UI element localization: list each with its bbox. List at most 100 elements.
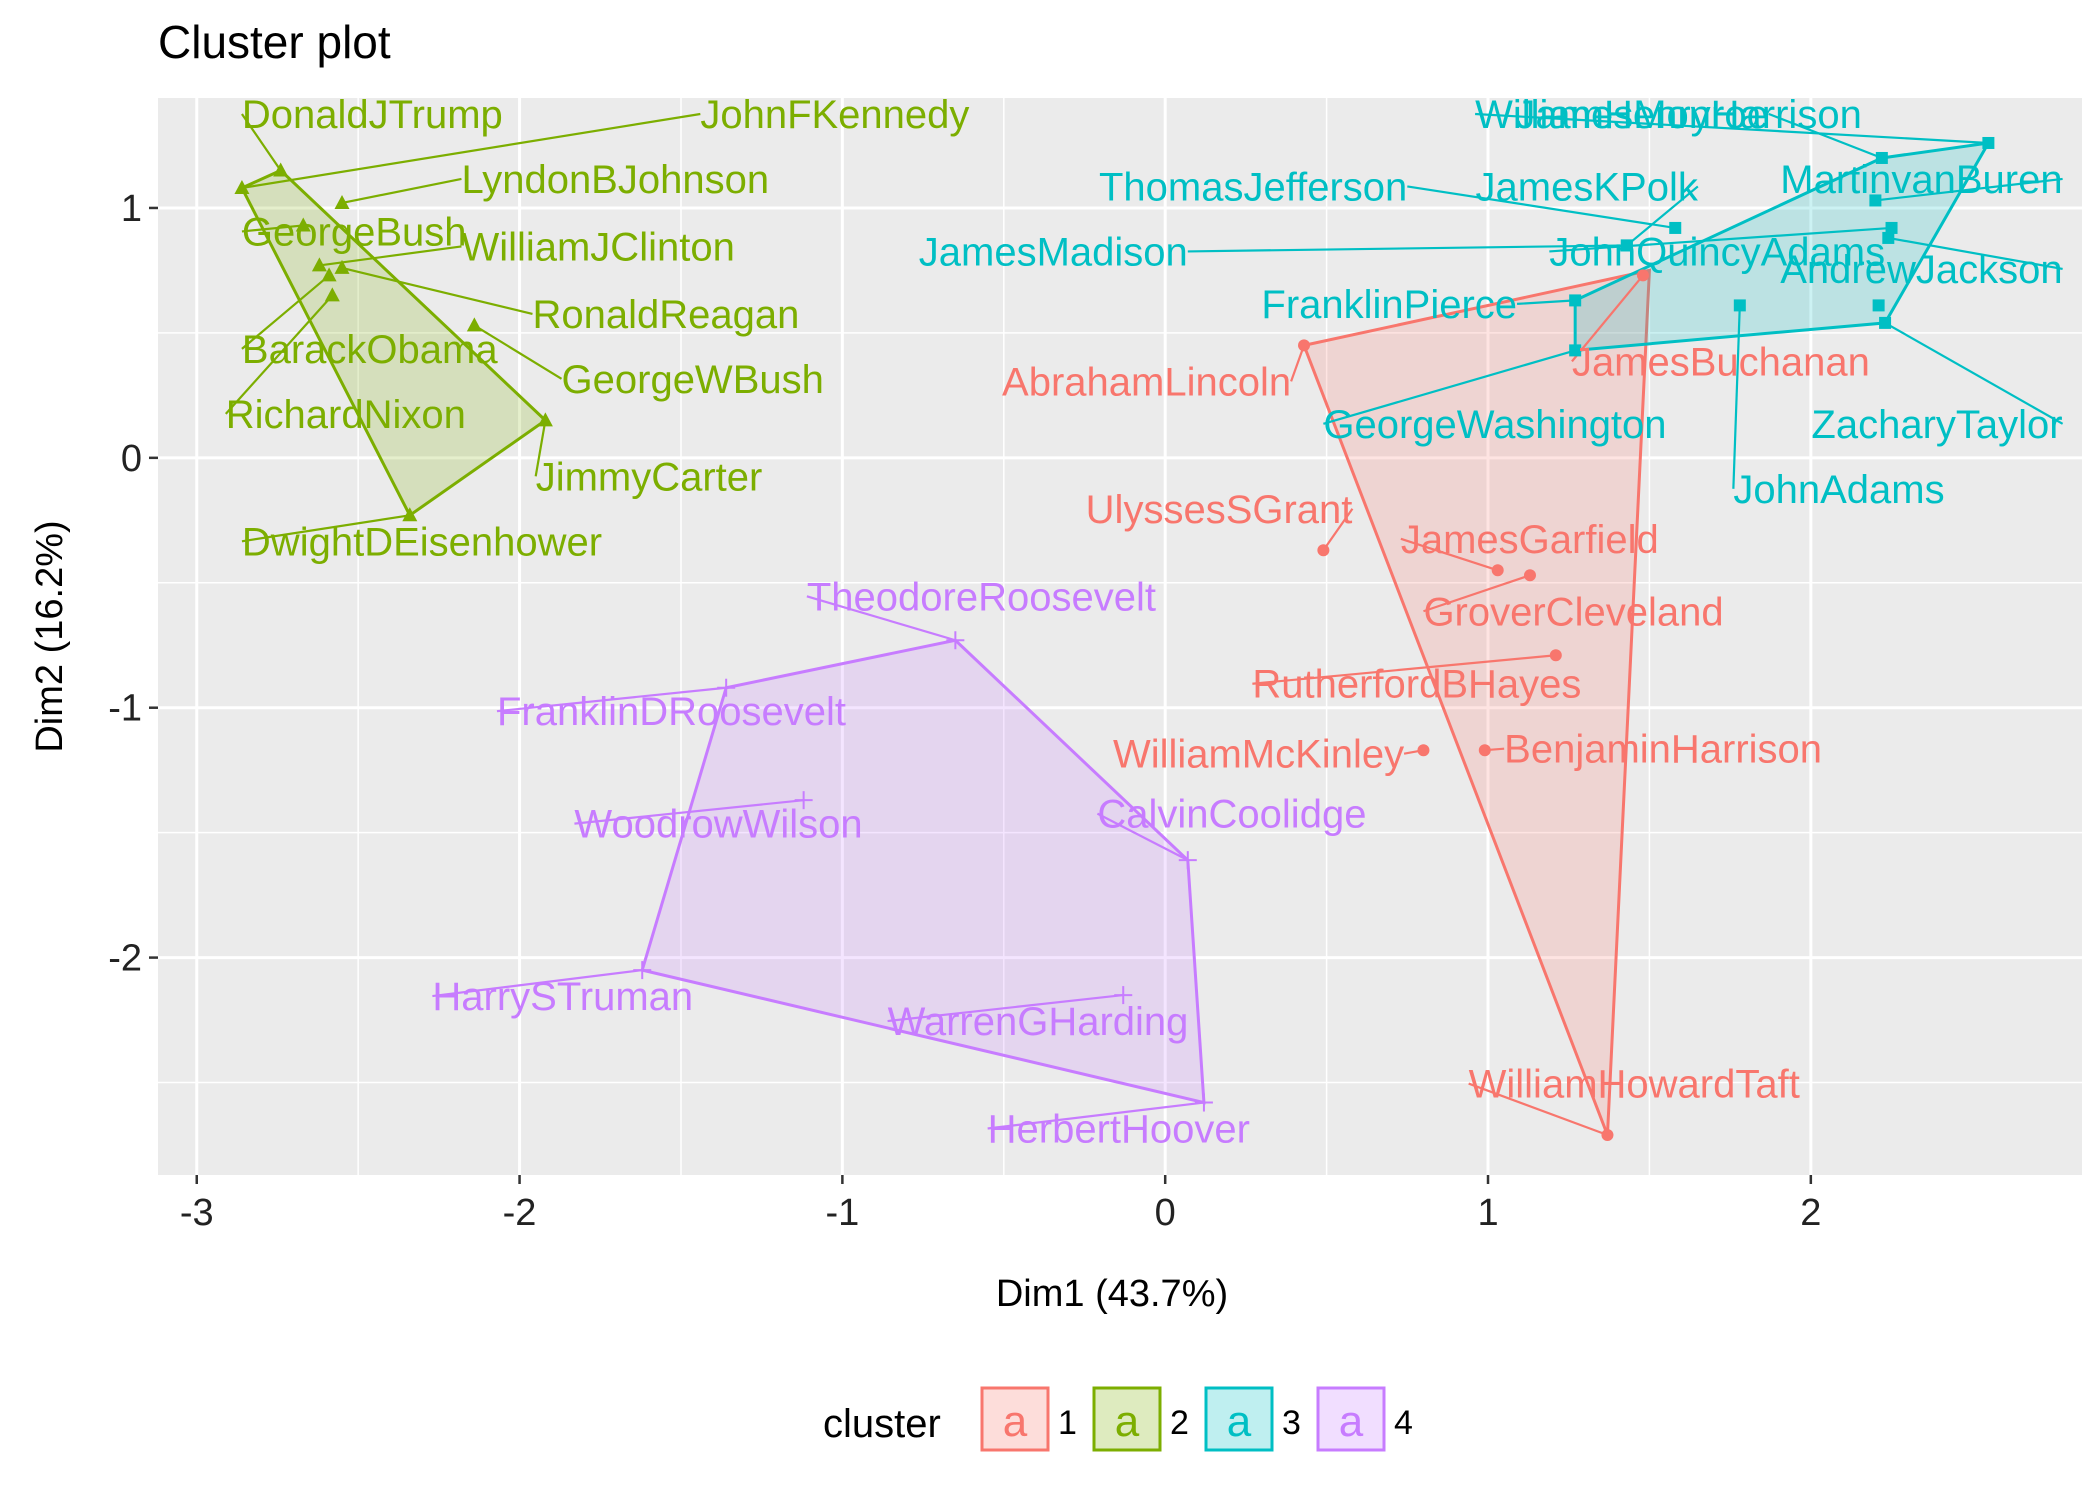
label-JohnQuincyAdams: JohnQuincyAdams (1549, 230, 1885, 274)
x-tick-label: -3 (180, 1192, 214, 1234)
leader-line (1888, 236, 2063, 270)
point-CalvinCoolidge (1178, 851, 1197, 870)
leader-line (241, 224, 304, 233)
x-tick-label: -2 (503, 1192, 537, 1234)
label-WilliamMcKinley: WilliamMcKinley (1113, 733, 1404, 777)
point-JohnQuincyAdams (1885, 221, 1898, 234)
leader-line (1322, 508, 1354, 551)
leader-line (1400, 537, 1499, 572)
point-GroverCleveland (1523, 569, 1536, 582)
label-WilliamJClinton: WilliamJClinton (461, 225, 734, 269)
x-tick-label: -1 (825, 1192, 859, 1234)
leader-line (1517, 299, 1576, 305)
label-DwightDEisenhower: DwightDEisenhower (242, 520, 602, 564)
point-GeorgeWBush (466, 317, 482, 332)
point-BarackObama (321, 267, 337, 282)
legend-label-2: 2 (1170, 1404, 1189, 1442)
y-tick-label: 0 (121, 438, 142, 480)
leader-line (473, 324, 563, 380)
leader-line (1468, 1082, 1608, 1137)
leader-line (1884, 321, 2064, 425)
point-JohnFKennedy (234, 179, 250, 194)
point-labels: DonaldJTrump JohnFKennedy LyndonBJohnson Ge… (226, 93, 2063, 1152)
leader-line (341, 266, 533, 315)
data-points (234, 136, 1995, 1142)
cluster-hulls (239, 141, 1992, 1136)
point-RichardNixon (324, 287, 340, 302)
y-tick-label: -2 (108, 938, 142, 980)
label-WoodrowWilson: WoodrowWilson (574, 803, 862, 847)
leader-line (432, 969, 643, 998)
point-UlyssesSGrant (1317, 544, 1330, 557)
legend-key-1 (980, 1386, 1050, 1452)
point-FranklinPierce (1569, 294, 1582, 307)
label-leader-lines (224, 112, 2064, 1137)
leader-line (1323, 349, 1576, 425)
point-WilliamMcKinley (1417, 744, 1430, 757)
leader-line (341, 177, 462, 205)
point-LyndonBJohnson (334, 194, 350, 209)
label-JamesKPolk: JamesKPolk (1476, 165, 1699, 209)
leader-line (1732, 305, 1741, 489)
point-MartinvanBuren (1869, 194, 1882, 207)
label-LyndonBJohnson: LyndonBJohnson (461, 158, 769, 202)
point-DwightDEisenhower (402, 507, 418, 522)
label-FranklinPierce: FranklinPierce (1261, 283, 1517, 327)
leader-line (1571, 274, 1644, 363)
point-JohnAdams (1733, 299, 1746, 312)
leader-line (1290, 345, 1306, 382)
label-GroverCleveland: GroverCleveland (1423, 590, 1723, 634)
legend-label-4: 4 (1394, 1404, 1413, 1442)
cluster-4-hull (640, 638, 1206, 1105)
label-RonaldReagan: RonaldReagan (532, 293, 799, 337)
axes: -3 -2 -1 0 1 2 -2 -1 0 1 (108, 188, 1821, 1234)
label-GeorgeWashington: GeorgeWashington (1323, 403, 1666, 447)
leader-line (887, 993, 1124, 1023)
point-WarrenGHarding (1114, 986, 1133, 1005)
label-JohnAdams: JohnAdams (1733, 468, 1944, 512)
leader-line (241, 113, 282, 172)
point-AbrahamLincoln (1298, 339, 1311, 352)
leader-line (241, 514, 410, 543)
point-WilliamHenryHarrison (1982, 136, 1995, 149)
leader-line (1549, 226, 1892, 253)
legend-glyph: a (1227, 1397, 1252, 1446)
leader-line (241, 274, 330, 350)
y-axis-label: Dim2 (16.2%) (29, 520, 71, 752)
point-ZacharyTaylor (1872, 299, 1885, 312)
label-GeorgeWBush: GeorgeWBush (562, 358, 824, 402)
label-ZacharyTaylor: ZacharyTaylor (1811, 403, 2062, 447)
point-FranklinDRoosevelt (717, 678, 736, 697)
leader-line (1475, 112, 1989, 145)
point-RonaldReagan (334, 259, 350, 274)
label-AbrahamLincoln: AbrahamLincoln (1002, 360, 1291, 404)
label-JohnFKennedy: JohnFKennedy (700, 93, 969, 137)
point-JamesMadison (1620, 239, 1633, 252)
cluster-3-hull (1573, 141, 1992, 353)
label-MartinvanBuren: MartinvanBuren (1780, 158, 2062, 202)
legend-glyph: a (1339, 1397, 1364, 1446)
label-FranklinDRoosevelt: FranklinDRoosevelt (497, 690, 846, 734)
chart-title: Cluster plot (158, 16, 391, 68)
point-BenjaminHarrison (1478, 744, 1491, 757)
leader-line (806, 595, 956, 642)
legend-title: cluster (823, 1402, 941, 1446)
point-WilliamHowardTaft (1601, 1129, 1614, 1142)
label-RichardNixon: RichardNixon (226, 393, 466, 437)
leader-line (224, 294, 334, 415)
y-tick-label: 1 (121, 188, 142, 230)
cluster-1-hull (1301, 268, 1652, 1136)
point-JimmyCarter (537, 412, 553, 427)
legend-label-1: 1 (1058, 1404, 1077, 1442)
label-JamesGarfield: JamesGarfield (1401, 518, 1659, 562)
point-JamesGarfield (1491, 564, 1504, 577)
point-JamesBuchanan (1879, 316, 1892, 329)
leader-line (1252, 654, 1556, 685)
leader-line (1096, 812, 1189, 862)
leader-line (1407, 185, 1676, 230)
label-AndrewJackson: AndrewJackson (1780, 248, 2062, 292)
label-JamesMonroe: JamesMonroe (1515, 93, 1768, 137)
y-tick-label: -1 (108, 688, 142, 730)
legend-key-2 (1092, 1386, 1162, 1452)
leader-line (1768, 112, 1883, 159)
